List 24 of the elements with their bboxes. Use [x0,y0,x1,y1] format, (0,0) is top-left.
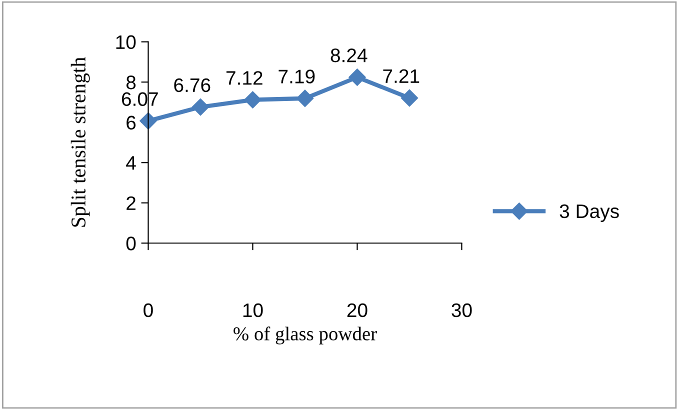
point [400,89,418,107]
point [244,91,262,108]
point [348,68,366,86]
y-axis-title: Split tensile strength [70,57,90,227]
y-tick-label: 0 [126,236,136,250]
data-label: 8.24 [330,48,368,62]
y-tick-label: 6 [126,116,136,130]
y-tick-label: 2 [126,196,136,210]
y-tick-label: 8 [126,76,136,90]
point [296,90,314,107]
point [192,98,210,116]
data-label: 6.76 [174,78,210,92]
point [140,112,157,130]
legend-label: 3 Days [560,204,619,222]
x-axis-title: % of glass powder [234,326,377,344]
data-label: 7.12 [226,71,262,85]
y-tick-label: 4 [126,156,136,170]
x-tick-label: 20 [347,303,368,318]
x-tick-label: 0 [144,303,153,318]
data-label: 7.21 [383,69,420,83]
x-tick-label: 30 [452,303,472,318]
y-tick-label: 10 [116,35,136,50]
data-label: 7.19 [278,70,315,84]
x-tick-label: 10 [243,303,263,318]
